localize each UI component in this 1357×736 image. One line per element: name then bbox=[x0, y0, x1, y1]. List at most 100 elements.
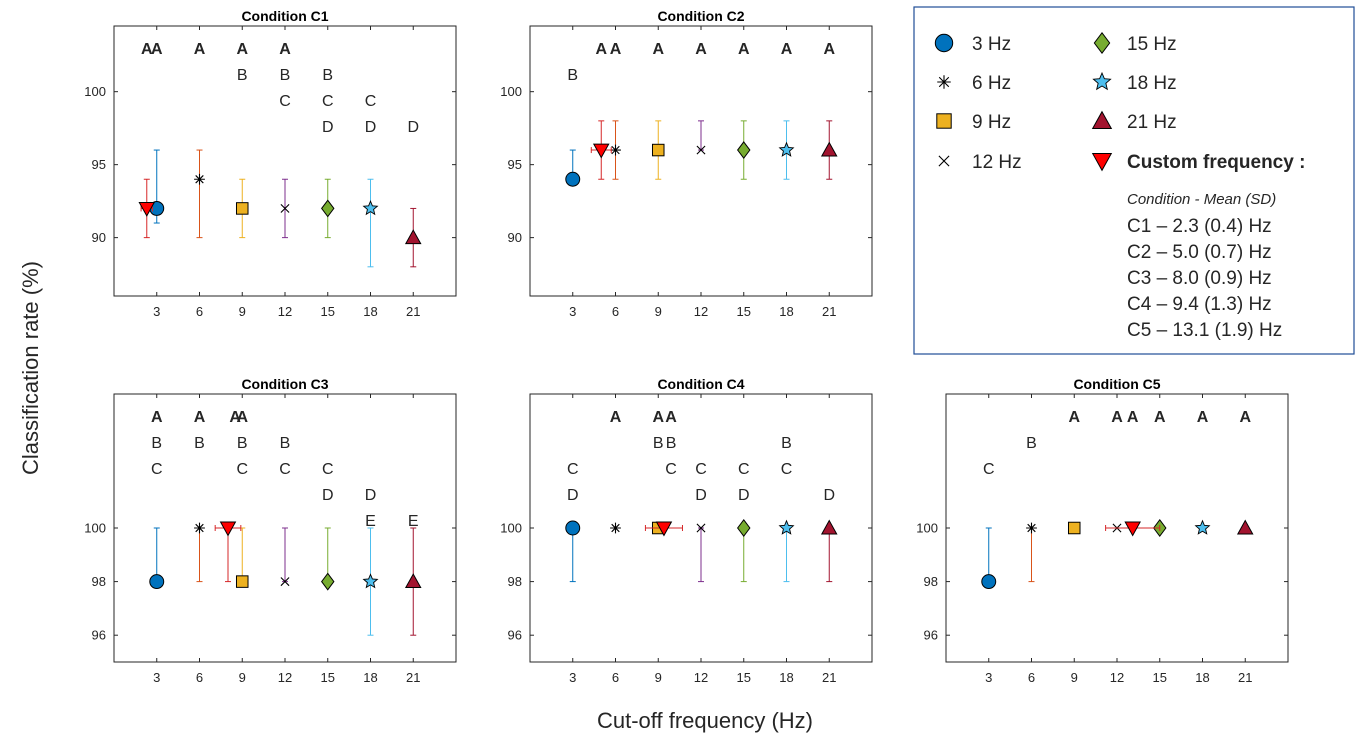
group-letter: A bbox=[151, 41, 163, 58]
group-letter: B bbox=[280, 435, 291, 452]
legend-item-12-hz: 12 Hz bbox=[938, 152, 1022, 173]
x-tick-label: 3 bbox=[569, 670, 576, 685]
y-tick-label: 96 bbox=[924, 628, 938, 643]
group-letter: D bbox=[695, 487, 707, 504]
group-letter: C bbox=[322, 461, 334, 478]
panel-title: Condition C3 bbox=[241, 376, 328, 392]
x-tick-label: 12 bbox=[694, 304, 708, 319]
marker-diamond bbox=[737, 141, 751, 160]
x-tick-label: 21 bbox=[822, 670, 836, 685]
point-custom-frequency-condition-c5 bbox=[1105, 521, 1161, 537]
group-letter: A bbox=[236, 41, 248, 58]
group-letter: B bbox=[567, 67, 578, 84]
y-tick-label: 100 bbox=[500, 84, 522, 99]
group-letter: C bbox=[279, 93, 291, 110]
point-9-hz-condition-c3 bbox=[235, 527, 249, 588]
point-3-hz-condition-c3 bbox=[149, 527, 165, 590]
panel-title: Condition C1 bbox=[241, 8, 328, 24]
group-letter: E bbox=[408, 513, 419, 530]
group-letter: A bbox=[595, 41, 607, 58]
x-tick-label: 18 bbox=[1195, 670, 1209, 685]
group-letter: C bbox=[781, 461, 793, 478]
x-tick-label: 9 bbox=[655, 670, 662, 685]
marker-x bbox=[280, 577, 290, 587]
x-tick-label: 21 bbox=[406, 670, 420, 685]
marker-x bbox=[696, 145, 706, 155]
marker-square bbox=[235, 575, 249, 588]
x-tick-label: 12 bbox=[1110, 670, 1124, 685]
x-tick-label: 12 bbox=[694, 670, 708, 685]
marker-triangle-down bbox=[1124, 521, 1141, 537]
legend-label: 12 Hz bbox=[972, 152, 1022, 173]
marker-star bbox=[362, 200, 379, 216]
group-letter: A bbox=[141, 41, 153, 58]
marker-circle bbox=[565, 171, 581, 187]
group-letter: C bbox=[738, 461, 750, 478]
point-21-hz-condition-c3 bbox=[404, 527, 422, 636]
x-tick-label: 3 bbox=[153, 304, 160, 319]
legend-label: 3 Hz bbox=[972, 34, 1011, 55]
group-letter: A bbox=[610, 409, 622, 426]
y-axis-label: Classification rate (%) bbox=[18, 261, 43, 475]
marker-square bbox=[1067, 521, 1081, 535]
group-letter: C bbox=[695, 461, 707, 478]
marker-asterisk bbox=[1026, 522, 1037, 534]
point-15-hz-condition-c1 bbox=[321, 178, 335, 239]
point-15-hz-condition-c2 bbox=[737, 120, 751, 180]
point-custom-frequency-condition-c2 bbox=[590, 120, 612, 180]
group-letter: A bbox=[236, 409, 248, 426]
point-12-hz-condition-c1 bbox=[280, 178, 290, 239]
point-3-hz-condition-c2 bbox=[565, 149, 581, 187]
point-6-hz-condition-c4 bbox=[610, 522, 621, 534]
group-letter: B bbox=[666, 435, 677, 452]
marker-asterisk bbox=[194, 522, 205, 534]
x-tick-label: 15 bbox=[1153, 670, 1167, 685]
marker-triangle-down bbox=[219, 521, 237, 537]
point-6-hz-condition-c3 bbox=[194, 522, 205, 583]
y-tick-label: 95 bbox=[92, 157, 106, 172]
point-custom-frequency-condition-c3 bbox=[214, 521, 242, 583]
x-tick-label: 12 bbox=[278, 670, 292, 685]
y-tick-label: 98 bbox=[92, 574, 106, 589]
x-tick-label: 21 bbox=[1238, 670, 1252, 685]
marker-x bbox=[696, 523, 706, 533]
marker-square bbox=[235, 202, 249, 215]
legend-item-3-hz: 3 Hz bbox=[934, 33, 1011, 55]
legend-box bbox=[913, 6, 1355, 355]
group-letter: B bbox=[653, 435, 664, 452]
x-tick-label: 6 bbox=[612, 670, 619, 685]
x-tick-label: 6 bbox=[1028, 670, 1035, 685]
marker-diamond bbox=[321, 572, 335, 591]
marker-square bbox=[651, 143, 665, 157]
group-letter: A bbox=[695, 41, 707, 58]
marker-star bbox=[778, 519, 795, 535]
x-tick-label: 18 bbox=[363, 670, 377, 685]
y-tick-label: 98 bbox=[924, 574, 938, 589]
panel-condition-c3: Condition C33 6 9 12 15 18 219698100ABCABAABCB… bbox=[84, 376, 457, 685]
group-letter: B bbox=[237, 435, 248, 452]
marker-circle bbox=[149, 574, 165, 590]
panel-title: Condition C2 bbox=[657, 8, 744, 24]
group-letter: B bbox=[194, 435, 205, 452]
legend-item-18-hz: 18 Hz bbox=[1092, 71, 1177, 94]
legend-label: 6 Hz bbox=[972, 73, 1011, 94]
marker-triangle-up bbox=[1236, 519, 1254, 535]
group-letter: A bbox=[1068, 409, 1080, 426]
point-custom-frequency-condition-c1 bbox=[138, 178, 156, 239]
x-axis-label: Cut-off frequency (Hz) bbox=[597, 708, 813, 733]
group-letter: C bbox=[983, 461, 995, 478]
point-12-hz-condition-c3 bbox=[280, 527, 290, 587]
group-letter: C bbox=[151, 461, 163, 478]
x-tick-label: 6 bbox=[196, 670, 203, 685]
y-tick-label: 90 bbox=[508, 230, 522, 245]
marker-asterisk bbox=[194, 173, 205, 185]
marker-circle bbox=[981, 574, 997, 590]
point-6-hz-condition-c1 bbox=[194, 149, 205, 239]
legend-item-21-hz: 21 Hz bbox=[1091, 110, 1177, 133]
point-21-hz-condition-c2 bbox=[820, 120, 838, 180]
legend-custom-line: C3 – 8.0 (0.9) Hz bbox=[1127, 268, 1272, 289]
